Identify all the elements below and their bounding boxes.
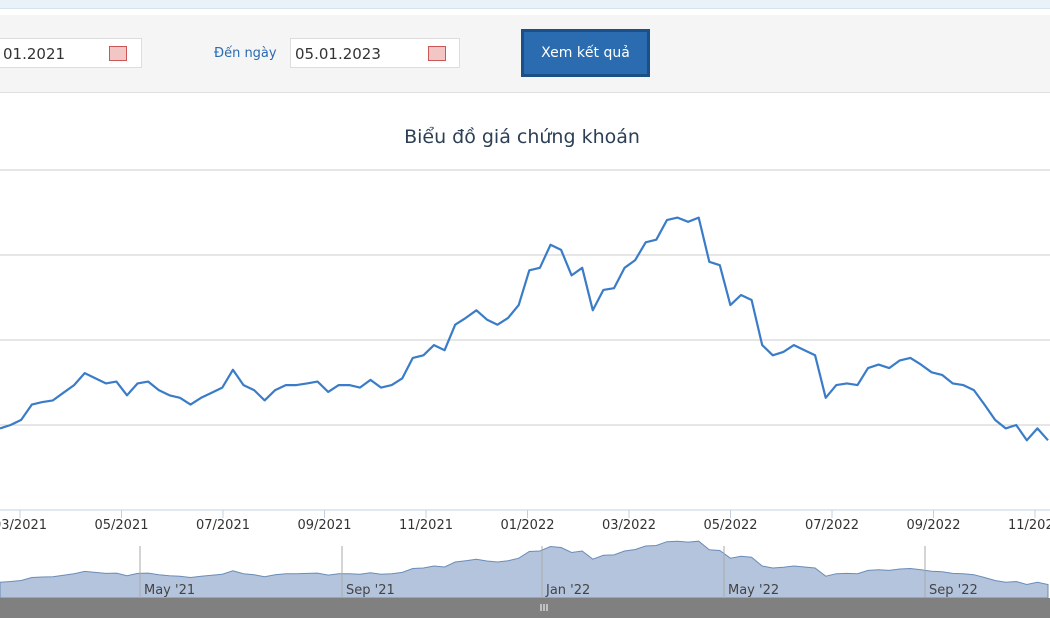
navigator-area [0,540,1049,599]
toolbar: 01.2021 Đến ngày 05.01.2023 Xem kết quả [0,15,1050,93]
top-strip [0,0,1050,9]
navigator-label: Sep '22 [929,583,978,598]
x-tick-label: 03/2022 [602,518,656,533]
x-tick-label: 01/2022 [500,518,554,533]
price-line [0,216,1049,442]
x-tick-label: 11/2021 [399,518,453,533]
to-label: Đến ngày [214,46,277,61]
x-tick-label: 07/2021 [196,518,250,533]
x-tick-label: 09/2022 [906,518,960,533]
from-date: 01.2021 [3,45,66,63]
navigator-label: Sep '21 [346,583,395,598]
to-date-input[interactable]: 05.01.2023 [290,38,460,68]
navigator-label: Jan '22 [545,583,590,598]
calendar-icon[interactable] [428,46,446,61]
navigator-label: May '21 [144,583,195,598]
x-tick-label: 11/2022 [1008,518,1050,533]
chart-title: Biểu đồ giá chứng khoán [404,126,640,148]
scrollbar[interactable] [0,598,1050,618]
x-tick-label: 05/2021 [94,518,148,533]
x-tick-label: 05/2022 [703,518,757,533]
to-date: 05.01.2023 [295,45,381,63]
navigator-label: May '22 [728,583,779,598]
chart: Biểu đồ giá chứng khoán 03/2021 05/2021 07… [0,126,1050,618]
submit-button[interactable]: Xem kết quả [521,29,650,77]
x-tick-label: 07/2022 [805,518,859,533]
calendar-icon[interactable] [109,46,127,61]
x-tick-label: 03/2021 [0,518,47,533]
from-date-input[interactable]: 01.2021 [0,38,142,68]
x-tick-label: 09/2021 [297,518,351,533]
